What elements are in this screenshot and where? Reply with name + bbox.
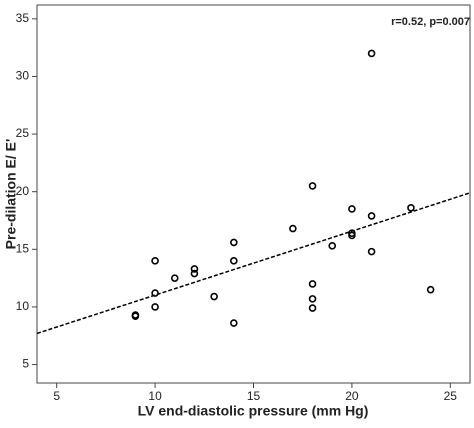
- point: [328, 242, 337, 250]
- y-tick-label: 15: [16, 241, 30, 255]
- point: [151, 303, 159, 311]
- point: [367, 49, 376, 58]
- point: [308, 182, 317, 190]
- point: [367, 212, 376, 220]
- point: [170, 274, 179, 282]
- annotation: r=0.52, p=0.007: [391, 16, 470, 28]
- point: [407, 204, 415, 212]
- point: [308, 295, 317, 303]
- point: [289, 224, 297, 233]
- x-axis-label: LV end-diastolic pressure (mm Hg): [138, 403, 369, 419]
- point: [308, 304, 317, 312]
- point: [367, 247, 376, 256]
- point: [190, 265, 199, 273]
- x-tick-label: 5: [53, 389, 60, 403]
- point: [131, 312, 140, 320]
- y-tick-label: 25: [16, 126, 30, 140]
- x-tick-label: 10: [148, 389, 162, 403]
- regression-line: [36, 192, 471, 335]
- point: [151, 257, 159, 265]
- point: [348, 231, 356, 240]
- y-tick-label: 30: [16, 69, 30, 83]
- y-tick-label: 20: [16, 184, 30, 198]
- point: [426, 285, 435, 294]
- y-axis-label: Pre-dilation E/ E': [3, 139, 19, 250]
- x-tick-label: 15: [247, 389, 261, 403]
- x-tick-label: 20: [345, 389, 359, 403]
- point: [210, 292, 218, 301]
- plot-frame: [36, 4, 471, 384]
- y-tick-label: 35: [16, 11, 30, 25]
- x-tick-label: 25: [444, 389, 458, 403]
- point: [190, 269, 199, 278]
- y-tick-label: 5: [22, 357, 29, 371]
- point: [230, 257, 238, 265]
- point: [308, 280, 317, 288]
- point: [230, 319, 238, 327]
- y-tick-label: 10: [16, 299, 30, 313]
- point: [230, 238, 238, 247]
- point: [348, 205, 356, 213]
- point: [151, 289, 159, 297]
